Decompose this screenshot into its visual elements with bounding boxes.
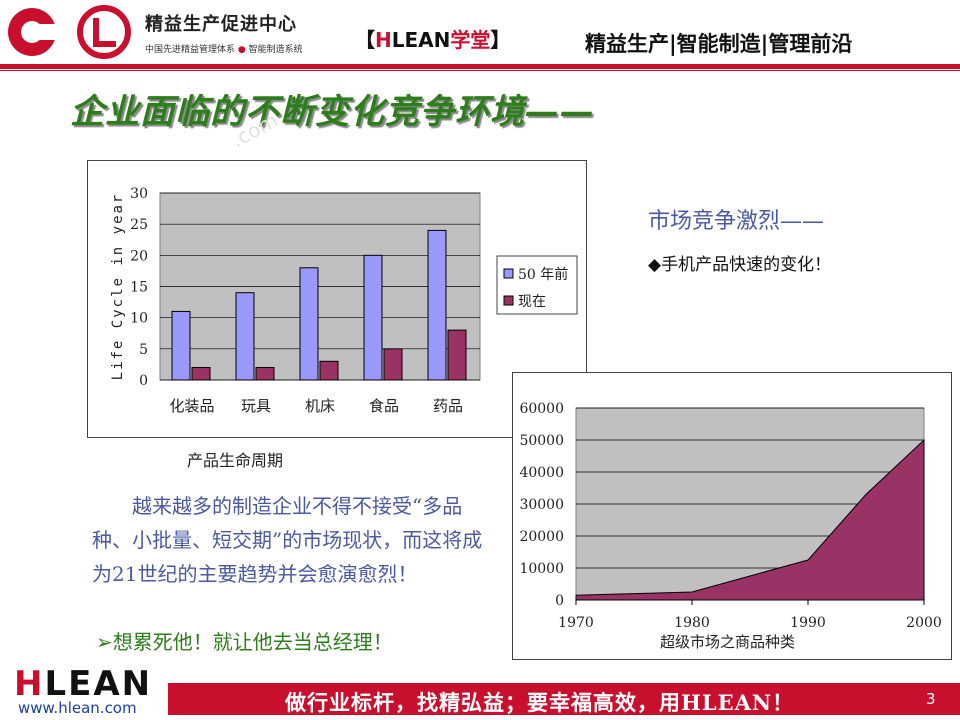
- y-tick-label: 40000: [519, 465, 564, 481]
- header-rule: [0, 64, 960, 69]
- y-tick-label: 15: [130, 280, 148, 296]
- hlean-school-label: 【HLEAN学堂】: [355, 24, 510, 53]
- x-tick-label: 2000: [906, 615, 942, 631]
- y-tick-label: 0: [555, 593, 564, 609]
- bar: [255, 367, 275, 381]
- bar: [235, 292, 255, 381]
- y-tick-label: 10000: [519, 561, 564, 577]
- legend-swatch: [503, 268, 514, 279]
- footer-logo: HLEAN: [14, 664, 152, 704]
- x-tick-label: 1980: [674, 615, 710, 631]
- bar: [171, 310, 191, 381]
- area-series: [575, 438, 925, 601]
- brand-sub-right: 智能制造系统: [248, 45, 303, 55]
- x-tick-label: 药品: [433, 397, 463, 415]
- y-tick-label: 60000: [519, 401, 564, 417]
- school-bracket-open: 【: [355, 28, 375, 52]
- bar: [447, 329, 467, 381]
- x-tick-label: 机床: [305, 397, 335, 415]
- market-title: 市场竞争激烈——: [648, 209, 825, 234]
- body-paragraph: 越来越多的制造企业不得不接受“多品种、小批量、短交期”的市场现状，而这将成为21…: [92, 494, 483, 586]
- x-tick-label: 食品: [369, 397, 399, 415]
- hlean-logo-mark: [4, 4, 134, 60]
- body-bullet: ➢想累死他！就让他去当总经理！: [96, 630, 393, 654]
- brand-sub-left: 中国先进精益管理体系: [145, 45, 236, 55]
- header-tags: 精益生产|智能制造|管理前沿: [585, 32, 853, 56]
- bar: [363, 254, 383, 381]
- y-tick-label: 25: [130, 217, 148, 233]
- brand-title: 精益生产促进中心: [145, 14, 297, 35]
- bar: [299, 267, 319, 381]
- x-tick-label: 1990: [790, 615, 826, 631]
- footer-bar: [168, 683, 960, 715]
- supermarket-items-chart-svg: 0 10000 20000 30000 40000 50000 60000 1970 1980 1…: [519, 401, 942, 651]
- footer-logo-rest: LEAN: [44, 664, 153, 704]
- x-tick-label: 化装品: [169, 397, 214, 415]
- bar: [427, 229, 447, 381]
- y-tick-label: 30000: [519, 497, 564, 513]
- bar: [383, 348, 403, 381]
- y-tick-label: 20: [130, 248, 148, 264]
- school-name: 学堂: [450, 28, 491, 52]
- page-number: 3: [926, 690, 936, 708]
- legend-label: 50 年前: [518, 266, 568, 283]
- y-tick-label: 10: [130, 311, 148, 327]
- x-tick-label: 玩具: [241, 397, 271, 415]
- y-axis-label: Life Cycle in year: [110, 193, 126, 381]
- bar: [191, 367, 211, 381]
- supermarket-items-chart: 0 10000 20000 30000 40000 50000 60000 1970 1980 1…: [512, 372, 952, 660]
- school-lean: LEAN: [391, 28, 451, 52]
- header-rule-thin: [0, 70, 960, 71]
- brand-sub-dot: ●: [237, 45, 246, 55]
- chart1-caption: 产品生命周期: [187, 451, 284, 470]
- footer-slogan: 做行业标杆，找精弘益；要幸福高效，用HLEAN！: [285, 690, 795, 715]
- y-tick-label: 50000: [519, 433, 564, 449]
- bar: [319, 360, 339, 381]
- y-tick-label: 5: [139, 342, 148, 358]
- school-h: H: [375, 28, 392, 52]
- legend-label: 现在: [518, 294, 546, 310]
- footer-logo-h: H: [14, 664, 45, 704]
- school-bracket-close: 】: [490, 28, 511, 52]
- y-tick-label: 30: [130, 186, 148, 202]
- brand-subtitle: 中国先进精益管理体系 ● 智能制造系统: [145, 42, 303, 55]
- legend-swatch: [503, 295, 514, 306]
- slide-title: 企业面临的不断变化竞争环境——: [70, 92, 595, 132]
- y-tick-label: 0: [139, 373, 148, 389]
- x-axis-label: 超级市场之商品种类: [660, 633, 795, 651]
- footer-url[interactable]: www.hlean.com: [18, 699, 137, 717]
- market-bullet: ◆手机产品快速的变化！: [648, 255, 832, 275]
- x-tick-label: 1970: [558, 615, 594, 631]
- y-tick-label: 20000: [519, 529, 564, 545]
- product-lifecycle-chart: 0 5 10 15 20 25 30 Life Cycle in year 化装品 玩具 机床 食品 药…: [87, 160, 587, 438]
